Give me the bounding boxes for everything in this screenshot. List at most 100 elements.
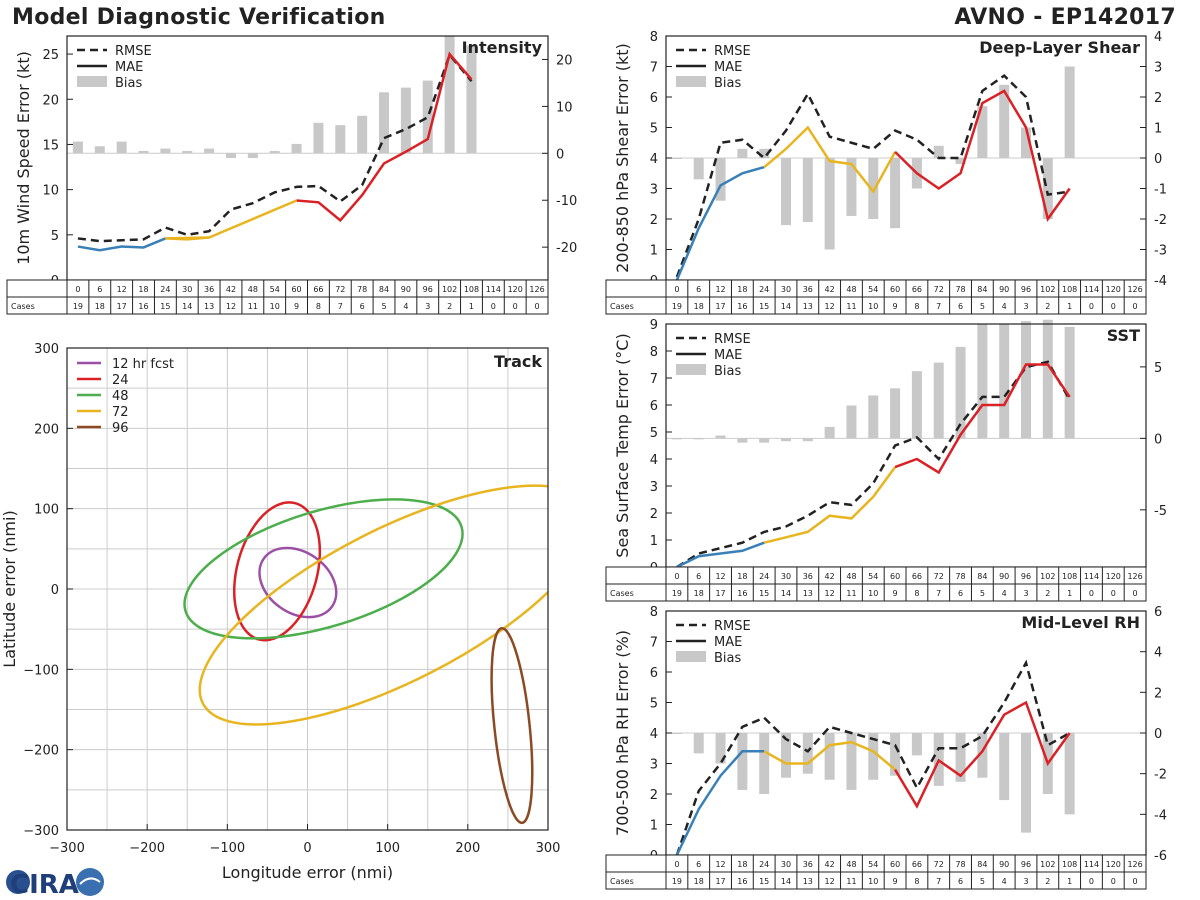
intensity-ytick2-label: -20: [556, 241, 577, 256]
intensity-bias-bar: [72, 141, 83, 154]
sst-case-count: 9: [893, 589, 898, 598]
rh-bias-bar: [1021, 733, 1031, 833]
intensity-case-count: 1: [469, 302, 474, 311]
sst-hour-label: 96: [1021, 572, 1031, 581]
track-ytick-label: 100: [34, 503, 59, 518]
shear-case-count: 15: [759, 302, 769, 311]
shear-bias-bar: [715, 158, 726, 201]
sst-hour-label: 120: [1106, 572, 1121, 581]
sst-ytick2-label: -5: [1154, 504, 1167, 519]
shear-ytick2-label: 3: [1154, 61, 1162, 76]
intensity-bias-bar: [225, 153, 236, 158]
shear-bias-bar: [824, 158, 835, 250]
track-xtick-label: 100: [375, 841, 400, 856]
rh-case-count: 11: [846, 877, 856, 886]
sst-case-count: 16: [737, 589, 747, 598]
rh-hour-label: 120: [1106, 860, 1121, 869]
shear-hour-label: 84: [977, 285, 987, 294]
intensity-hour-label: 42: [226, 285, 236, 294]
rh-hour-label: 36: [803, 860, 813, 869]
sst-ytick-label: 3: [650, 480, 658, 495]
sst-bias-bar: [1021, 321, 1031, 439]
shear-ytick2-label: 4: [1154, 30, 1162, 45]
rh-case-count: 8: [914, 877, 919, 886]
sst-ytick-label: 7: [650, 372, 658, 387]
rh-mae-segment: [894, 700, 1071, 809]
rh-hour-label: 30: [781, 860, 791, 869]
shear-rmse-line: [675, 74, 1070, 278]
sst-bias-bar: [715, 435, 726, 439]
intensity-hour-label: 6: [97, 285, 102, 294]
sst-case-count: 10: [868, 589, 878, 598]
track-xtick-label: 0: [303, 841, 311, 856]
rh-ylabel: 700-500 hPa RH Error (%): [613, 630, 632, 836]
track-panel: −300 −200 −100 0 100 200 300 −300 −200 −100 0 100 20…: [0, 342, 561, 882]
rh-ytick2-label: 0: [1154, 727, 1162, 742]
shear-hour-label: 72: [934, 285, 944, 294]
sst-bias-bar: [846, 405, 857, 439]
sst-legend-rmse: RMSE: [714, 332, 751, 347]
track-xtick-label: 300: [536, 841, 561, 856]
rh-hour-label: 102: [1040, 860, 1055, 869]
track-title: Track: [494, 352, 542, 371]
shear-case-count: 16: [737, 302, 747, 311]
intensity-title: Intensity: [462, 38, 543, 57]
sst-bias-bar: [824, 426, 835, 439]
sst-case-count: 0: [1133, 589, 1138, 598]
shear-case-count: 1: [1067, 302, 1072, 311]
shear-hour-label: 78: [955, 285, 965, 294]
intensity-case-count: 14: [182, 302, 192, 311]
rh-case-count: 0: [1133, 877, 1138, 886]
sst-case-count: 4: [1002, 589, 1007, 598]
rh-ytick-label: 8: [650, 605, 658, 620]
rh-hour-label: 54: [868, 860, 878, 869]
sst-hour-label: 42: [825, 572, 835, 581]
intensity-hour-label: 108: [464, 285, 479, 294]
track-ytick-label: −200: [23, 744, 59, 759]
intensity-hour-label: 24: [160, 285, 170, 294]
intensity-bias-bar: [379, 92, 390, 154]
sst-case-count: 5: [980, 589, 985, 598]
rh-hour-label: 12: [715, 860, 725, 869]
rh-case-count: 16: [737, 877, 747, 886]
shear-ytick2-label: 0: [1154, 152, 1162, 167]
shear-hour-label: 18: [737, 285, 747, 294]
sst-case-count: 0: [1111, 589, 1116, 598]
intensity-case-count: 13: [204, 302, 214, 311]
rh-hour-label: 84: [977, 860, 987, 869]
shear-mae-segment: [894, 89, 1071, 222]
intensity-hour-label: 114: [486, 285, 501, 294]
track-legend-label: 12 hr fcst: [112, 357, 174, 372]
shear-ytick-label: 8: [650, 30, 658, 45]
rh-case-count: 1: [1067, 877, 1072, 886]
shear-case-count: 19: [672, 302, 682, 311]
rh-hour-label: 60: [890, 860, 900, 869]
page-subtitle: AVNO - EP142017: [954, 5, 1176, 30]
sst-bias-bar: [1064, 326, 1075, 439]
shear-case-count: 0: [1111, 302, 1116, 311]
sst-case-count: 12: [825, 589, 835, 598]
sst-bias-bar: [1042, 319, 1053, 439]
sst-mae-segment: [894, 363, 1071, 475]
shear-bias-bar: [868, 158, 879, 219]
track-ellipse-5: [490, 627, 534, 825]
rh-ytick-label: 1: [650, 819, 658, 834]
intensity-legend-rmse: RMSE: [115, 44, 152, 59]
intensity-mae-segment: [165, 199, 298, 240]
intensity-ytick2-label: 10: [556, 100, 573, 115]
rh-mae-segment: [763, 740, 896, 771]
sst-case-count: 17: [715, 589, 725, 598]
shear-case-count: 8: [914, 302, 919, 311]
shear-hour-label: 60: [890, 285, 900, 294]
sst-ytick-label: 2: [650, 507, 658, 522]
sst-hour-label: 30: [781, 572, 791, 581]
rh-case-count: 7: [936, 877, 941, 886]
rh-ytick2-label: -6: [1154, 849, 1167, 864]
shear-case-count: 13: [803, 302, 813, 311]
intensity-bias-bar: [313, 122, 324, 154]
shear-hour-label: 36: [803, 285, 813, 294]
rh-case-count: 2: [1045, 877, 1050, 886]
rh-bias-bar: [759, 733, 770, 794]
sst-case-count: 19: [672, 589, 682, 598]
shear-ytick-label: 4: [650, 152, 658, 167]
